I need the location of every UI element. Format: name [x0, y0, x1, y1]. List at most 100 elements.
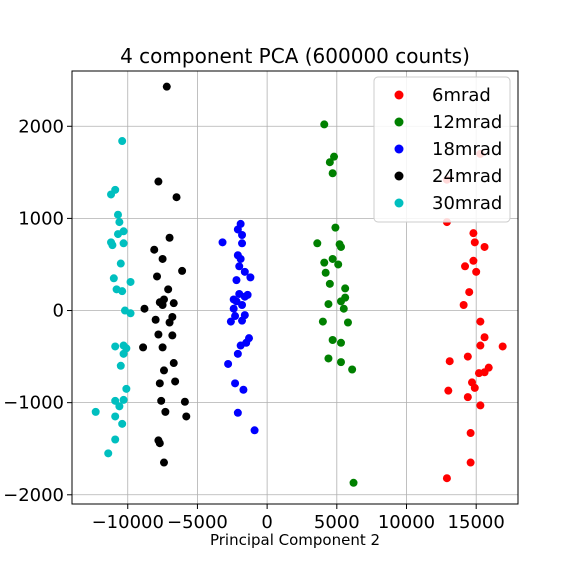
data-point	[155, 379, 164, 388]
series-24mrad	[139, 82, 191, 467]
data-point	[476, 317, 485, 326]
legend-label: 18mrad	[432, 139, 502, 160]
data-point	[111, 435, 120, 444]
data-point	[108, 241, 117, 250]
data-point	[158, 343, 167, 352]
data-point	[466, 458, 475, 467]
data-point	[459, 301, 468, 310]
data-point	[229, 295, 238, 304]
data-point	[116, 259, 125, 268]
data-point	[324, 300, 333, 309]
data-point	[162, 82, 171, 91]
data-point	[336, 242, 345, 251]
data-point	[111, 412, 120, 421]
data-point	[119, 239, 128, 248]
data-point	[118, 137, 127, 146]
data-point	[113, 230, 122, 239]
data-point	[169, 299, 178, 308]
plot-frame	[71, 70, 519, 505]
data-point	[118, 419, 127, 428]
data-point	[122, 384, 131, 393]
data-point	[240, 267, 249, 276]
data-point	[159, 366, 168, 375]
data-point	[154, 330, 163, 339]
data-point	[465, 288, 474, 297]
data-point	[325, 158, 334, 167]
data-point	[155, 439, 164, 448]
data-point	[328, 336, 337, 345]
y-tick-label: 2000	[18, 116, 64, 137]
data-point	[168, 331, 177, 340]
data-point	[238, 230, 247, 239]
legend-marker	[394, 90, 404, 100]
data-point	[236, 341, 245, 350]
data-point	[232, 276, 241, 285]
data-point	[480, 242, 489, 251]
data-point	[172, 193, 181, 202]
x-tick-label: −5000	[167, 512, 228, 533]
series-18mrad	[218, 219, 259, 435]
legend-marker	[394, 171, 404, 181]
data-point	[474, 369, 483, 378]
data-point	[470, 383, 479, 392]
data-point	[111, 396, 120, 405]
data-point	[154, 177, 163, 186]
series-30mrad	[91, 137, 135, 458]
data-point	[226, 317, 235, 326]
chart-title: 4 component PCA (600000 counts)	[120, 44, 470, 68]
data-point	[313, 239, 322, 248]
data-point	[339, 304, 348, 313]
series-12mrad	[313, 120, 358, 487]
data-point	[151, 315, 160, 324]
data-point	[165, 233, 174, 242]
data-point	[348, 365, 357, 374]
y-tick-label: 1000	[18, 208, 64, 229]
data-point	[115, 218, 124, 227]
data-point	[235, 262, 244, 271]
data-point	[444, 386, 453, 395]
legend-marker	[394, 117, 404, 127]
data-point	[320, 120, 329, 129]
legend-label: 24mrad	[432, 166, 502, 187]
data-point	[111, 342, 120, 351]
data-point	[126, 309, 135, 318]
data-points	[91, 82, 507, 487]
data-point	[466, 429, 475, 438]
data-point	[139, 343, 148, 352]
data-point	[334, 260, 343, 269]
data-point	[472, 267, 481, 276]
data-point	[218, 238, 227, 247]
data-point	[341, 284, 350, 293]
legend-label: 30mrad	[432, 193, 502, 214]
data-point	[158, 254, 167, 263]
legend-marker	[394, 144, 404, 154]
legend-box	[373, 76, 511, 223]
data-point	[116, 361, 125, 370]
y-tick-label: −1000	[3, 393, 64, 414]
data-point	[157, 396, 166, 405]
data-point	[498, 342, 507, 351]
data-point	[463, 393, 472, 402]
data-point	[236, 254, 245, 263]
data-point	[224, 359, 233, 368]
data-point	[250, 426, 259, 435]
data-point	[104, 449, 113, 458]
data-point	[238, 239, 247, 248]
data-point	[231, 312, 240, 321]
axis-ticks: −10000 −5000 0 5000 10000 15000−2000−10000100…	[3, 116, 505, 533]
data-point	[233, 349, 242, 358]
data-point	[113, 210, 122, 219]
data-point	[165, 318, 174, 327]
y-tick-label: −2000	[3, 485, 64, 506]
data-point	[231, 379, 240, 388]
data-point	[318, 317, 327, 326]
data-point	[320, 258, 329, 267]
data-point	[480, 333, 489, 342]
data-point	[182, 412, 191, 421]
legend-marker	[394, 198, 404, 208]
data-point	[169, 359, 178, 368]
x-axis-label: Principal Component 2	[210, 531, 380, 549]
data-point	[153, 272, 162, 281]
data-point	[150, 245, 159, 254]
data-point	[328, 169, 337, 178]
